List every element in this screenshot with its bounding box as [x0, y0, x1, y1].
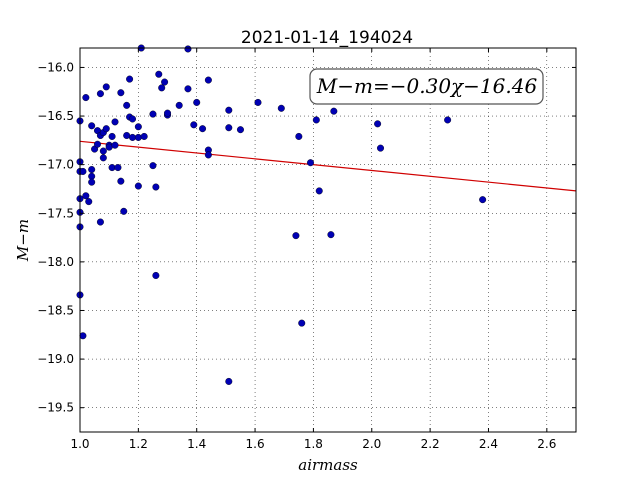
x-tick-label: 1.4: [187, 437, 206, 451]
data-point: [377, 144, 385, 152]
data-point: [330, 107, 338, 115]
x-tick-label: 1.8: [304, 437, 323, 451]
data-point: [295, 132, 303, 140]
data-point: [102, 125, 110, 133]
x-tick-label: 2.4: [479, 437, 498, 451]
data-point: [254, 98, 262, 106]
x-tick-label: 1.6: [246, 437, 265, 451]
fit-annotation: M−m=−0.30χ−16.46: [316, 74, 538, 98]
data-point: [123, 131, 131, 139]
x-axis-label: airmass: [298, 456, 358, 474]
data-point: [82, 94, 90, 102]
data-point: [117, 177, 125, 185]
data-point: [140, 132, 148, 140]
data-point: [312, 116, 320, 124]
data-point: [306, 159, 314, 167]
data-point: [327, 231, 335, 239]
data-point: [96, 218, 104, 226]
data-point: [152, 271, 160, 279]
y-tick-label: −16.5: [37, 109, 74, 123]
data-point: [114, 164, 122, 172]
data-point: [298, 319, 306, 327]
data-point: [99, 154, 107, 162]
data-point: [204, 151, 212, 159]
data-point: [444, 116, 452, 124]
data-point: [120, 207, 128, 215]
data-point: [123, 101, 131, 109]
x-tick-label: 1.0: [70, 437, 89, 451]
data-point: [134, 133, 142, 141]
data-point: [99, 147, 107, 155]
data-point: [88, 122, 96, 130]
data-point: [79, 167, 87, 175]
y-tick-label: −18.0: [37, 255, 74, 269]
data-point: [161, 78, 169, 86]
data-point: [292, 232, 300, 240]
y-ticks: −16.0 −16.5 −17.0 −17.5 −18.0 −18.5 −19.0 −19.5: [37, 60, 576, 415]
annotation-box: [309, 68, 544, 105]
data-point: [374, 120, 382, 128]
data-point: [129, 133, 137, 141]
data-point: [277, 104, 285, 112]
data-point: [225, 124, 233, 132]
data-point: [225, 106, 233, 114]
data-point: [126, 75, 134, 83]
data-point: [315, 187, 323, 195]
data-point: [85, 198, 93, 206]
data-point: [108, 164, 116, 172]
y-tick-label: −16.0: [37, 60, 74, 74]
data-point: [88, 172, 96, 180]
data-point: [88, 166, 96, 174]
data-point: [105, 143, 113, 151]
data-point: [155, 70, 163, 78]
data-point: [96, 90, 104, 98]
x-tick-label: 2.0: [362, 437, 381, 451]
plot-area: [76, 44, 577, 385]
data-point: [158, 84, 166, 92]
data-point: [108, 132, 116, 140]
data-point: [102, 83, 110, 91]
data-point: [184, 85, 192, 93]
data-point: [225, 377, 233, 385]
y-tick-label: −18.5: [37, 303, 74, 317]
data-point: [184, 45, 192, 53]
y-tick-label: −19.0: [37, 352, 74, 366]
axes-frame: [79, 47, 577, 433]
x-ticks: 1.0 1.2 1.4 1.6 1.8 2.0 2.2 2.4 2.6: [70, 48, 556, 451]
fit-line: [79, 140, 577, 192]
x-tick-label: 2.2: [421, 437, 440, 451]
chart-title: 2021-01-14_194024: [241, 28, 413, 48]
y-tick-label: −19.5: [37, 401, 74, 415]
data-point: [134, 182, 142, 190]
data-point: [190, 121, 198, 129]
data-point: [236, 126, 244, 134]
data-point: [149, 110, 157, 118]
data-point: [164, 109, 172, 117]
data-point: [88, 178, 96, 186]
data-point: [134, 123, 142, 131]
grid: [79, 48, 576, 432]
data-point: [117, 89, 125, 97]
data-point: [193, 98, 201, 106]
data-point: [111, 118, 119, 126]
data-point: [94, 140, 102, 148]
data-point: [79, 332, 87, 340]
data-point: [199, 125, 207, 133]
data-point: [129, 115, 137, 123]
data-point: [82, 192, 90, 200]
data-point: [204, 76, 212, 84]
x-tick-label: 2.6: [537, 437, 556, 451]
data-point: [111, 141, 119, 149]
y-tick-label: −17.5: [37, 206, 74, 220]
data-point: [175, 101, 183, 109]
data-point: [149, 162, 157, 170]
y-tick-label: −17.0: [37, 158, 74, 172]
data-point: [152, 183, 160, 191]
y-axis-label: M−m: [14, 219, 32, 262]
data-point: [479, 196, 487, 204]
x-tick-label: 1.2: [129, 437, 148, 451]
